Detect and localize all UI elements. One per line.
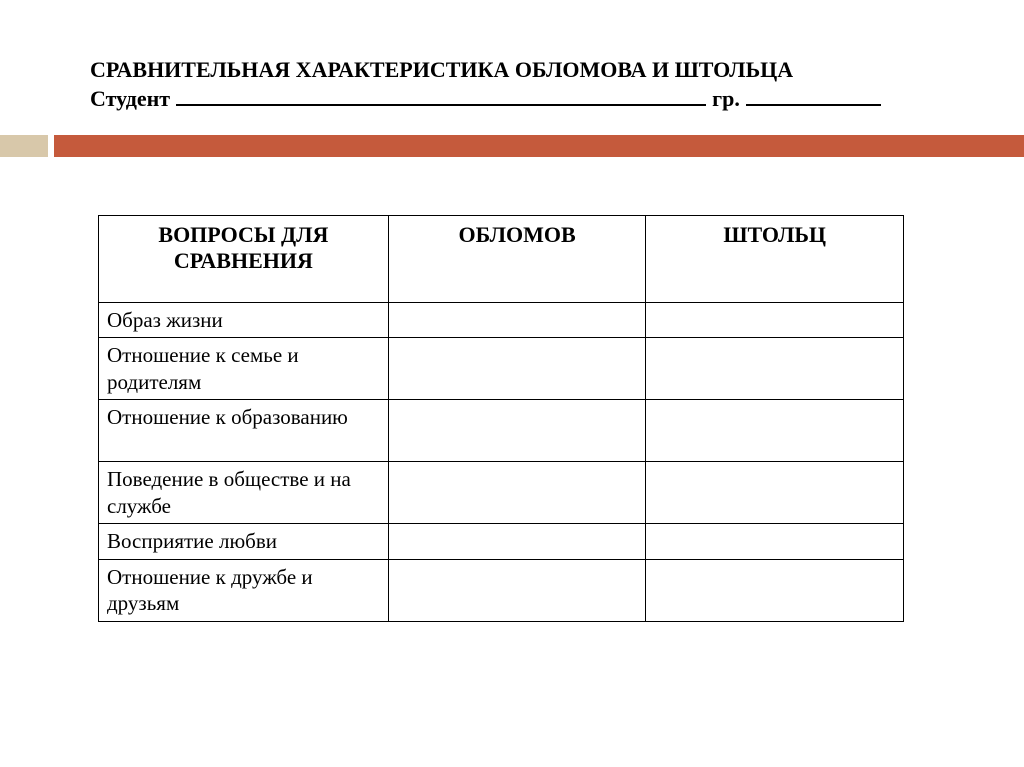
cell-question: Образ жизни [99,303,389,338]
accent-large-block [54,135,1024,157]
cell-stolz [646,559,904,621]
cell-question: Отношение к семье и родителям [99,338,389,400]
column-header-questions: ВОПРОСЫ ДЛЯ СРАВНЕНИЯ [99,216,389,303]
header-section: СРАВНИТЕЛЬНАЯ ХАРАКТЕРИСТИКА ОБЛОМОВА И … [0,56,1024,113]
page-title: СРАВНИТЕЛЬНАЯ ХАРАКТЕРИСТИКА ОБЛОМОВА И … [90,56,964,85]
table-container: ВОПРОСЫ ДЛЯ СРАВНЕНИЯ ОБЛОМОВ ШТОЛЬЦ Обр… [0,215,1024,622]
cell-stolz [646,303,904,338]
table-body: Образ жизни Отношение к семье и родителя… [99,303,904,622]
column-header-stolz: ШТОЛЬЦ [646,216,904,303]
subtitle-line: Студент гр. [90,85,964,114]
cell-stolz [646,400,904,462]
comparison-table: ВОПРОСЫ ДЛЯ СРАВНЕНИЯ ОБЛОМОВ ШТОЛЬЦ Обр… [98,215,904,622]
slide-container: СРАВНИТЕЛЬНАЯ ХАРАКТЕРИСТИКА ОБЛОМОВА И … [0,0,1024,767]
group-blank [746,104,881,106]
table-row: Образ жизни [99,303,904,338]
table-row: Отношение к семье и родителям [99,338,904,400]
cell-oblomov [388,559,646,621]
table-row: Отношение к образованию [99,400,904,462]
accent-small-block [0,135,48,157]
table-row: Отношение к дружбе и друзьям [99,559,904,621]
cell-stolz [646,524,904,559]
student-label: Студент [90,85,170,114]
cell-oblomov [388,338,646,400]
cell-oblomov [388,303,646,338]
student-name-blank [176,104,706,106]
cell-question: Поведение в обществе и на службе [99,462,389,524]
group-label: гр. [712,85,740,114]
cell-question: Отношение к дружбе и друзьям [99,559,389,621]
cell-stolz [646,338,904,400]
cell-oblomov [388,400,646,462]
cell-oblomov [388,524,646,559]
table-row: Восприятие любви [99,524,904,559]
cell-question: Отношение к образованию [99,400,389,462]
table-row: Поведение в обществе и на службе [99,462,904,524]
cell-oblomov [388,462,646,524]
table-header-row: ВОПРОСЫ ДЛЯ СРАВНЕНИЯ ОБЛОМОВ ШТОЛЬЦ [99,216,904,303]
accent-bar [0,135,1024,157]
cell-question: Восприятие любви [99,524,389,559]
cell-stolz [646,462,904,524]
column-header-oblomov: ОБЛОМОВ [388,216,646,303]
